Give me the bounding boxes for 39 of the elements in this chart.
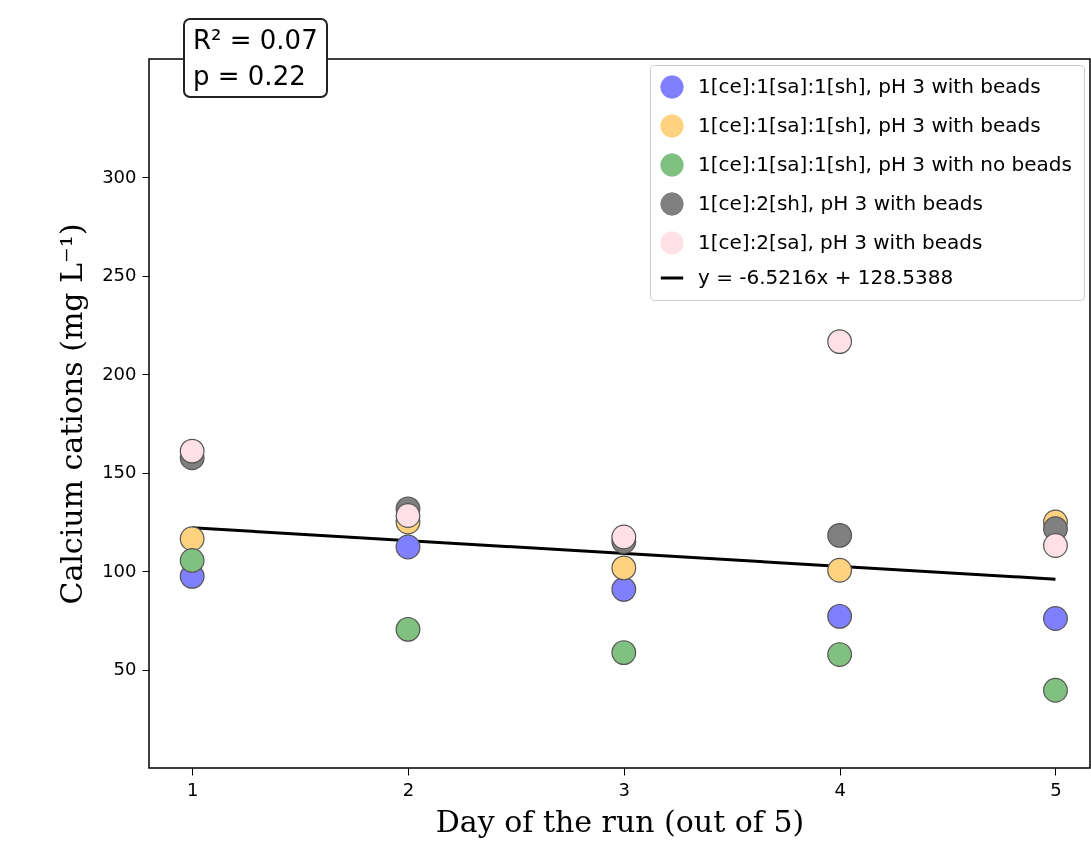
y-tick-label: 150 — [102, 461, 137, 483]
y-tick-label: 300 — [102, 165, 137, 187]
legend-label: y = -6.5216x + 128.5388 — [698, 265, 954, 289]
point — [827, 603, 853, 629]
x-tick-label: 3 — [618, 778, 631, 800]
point — [611, 576, 637, 602]
point — [395, 534, 421, 560]
point — [827, 523, 853, 548]
y-axis-title: Calcium cations (mg L⁻¹) — [54, 223, 90, 605]
x-tick-label: 2 — [402, 778, 415, 800]
legend-label: 1[ce]:2[sa], pH 3 with beads — [698, 230, 983, 254]
point — [395, 503, 421, 528]
point — [611, 555, 637, 581]
point — [1043, 606, 1068, 631]
legend-label: 1[ce]:1[sa]:1[sh], pH 3 with beads — [698, 74, 1041, 98]
point — [179, 438, 205, 464]
point — [827, 557, 853, 583]
y-tick-label: 50 — [113, 658, 137, 680]
point — [1043, 677, 1068, 703]
y-tick-label: 200 — [102, 362, 137, 384]
x-axis-title: Day of the run (out of 5) — [435, 803, 805, 839]
y-tick-label: 100 — [102, 559, 137, 581]
y-tick-label: 250 — [102, 264, 137, 286]
point — [179, 526, 205, 552]
legend-label: 1[ce]:2[sh], pH 3 with beads — [698, 191, 983, 215]
legend-label: 1[ce]:1[sa]:1[sh], pH 3 with no beads — [698, 152, 1072, 176]
point — [179, 548, 205, 573]
point — [611, 640, 637, 665]
x-tick-label: 4 — [834, 778, 846, 800]
point — [827, 642, 853, 667]
x-tick-label: 5 — [1050, 778, 1062, 800]
text: R² = 0.07 — [193, 24, 318, 57]
point — [1043, 533, 1068, 558]
point — [611, 524, 637, 550]
point — [827, 329, 853, 355]
legend-label: 1[ce]:1[sa]:1[sh], pH 3 with beads — [698, 113, 1041, 137]
point — [395, 616, 421, 642]
x-tick-label: 1 — [186, 778, 199, 800]
annotation: p = 0.22 — [193, 60, 307, 93]
